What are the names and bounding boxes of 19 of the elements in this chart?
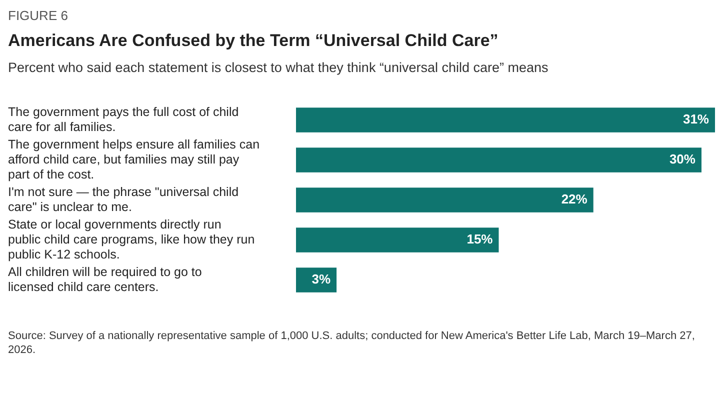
data-label: 3% xyxy=(312,272,331,287)
caption: FIGURE 6 xyxy=(8,8,69,23)
data-label: 30% xyxy=(669,152,696,167)
data-label: 15% xyxy=(466,232,494,247)
bar xyxy=(296,228,499,252)
data-label: 22% xyxy=(561,192,588,207)
chart-title: Americans Are Confused by the Term “Universal Child Care” xyxy=(8,31,500,51)
y-tick-label: I'm not sure — the phrase "universal child care" is unclear to me. xyxy=(8,184,239,214)
bar xyxy=(296,108,715,132)
bar xyxy=(296,188,594,212)
y-tick-label: All children will be required to go to licensed child care centers. xyxy=(8,264,202,294)
bar xyxy=(296,148,702,172)
chart-subtitle: Percent who said each statement is closest to what they think “universal child care” means xyxy=(8,60,550,75)
source-note: Source: Survey of a nationally representative sample of 1,000 U.S. adults; conducted for New America's Better Life Lab, March 19–March 27, 2026. xyxy=(8,329,696,358)
data-label: 31% xyxy=(682,112,710,127)
y-tick-label: State or local governments directly run public child care programs, like how they run public K-12 schools. xyxy=(8,217,255,262)
y-tick-label: The government helps ensure all families can afford child care, but families may still pay part of the cost. xyxy=(8,137,260,182)
y-tick-label: The government pays the full cost of child care for all families. xyxy=(8,104,239,134)
bar xyxy=(296,268,337,292)
